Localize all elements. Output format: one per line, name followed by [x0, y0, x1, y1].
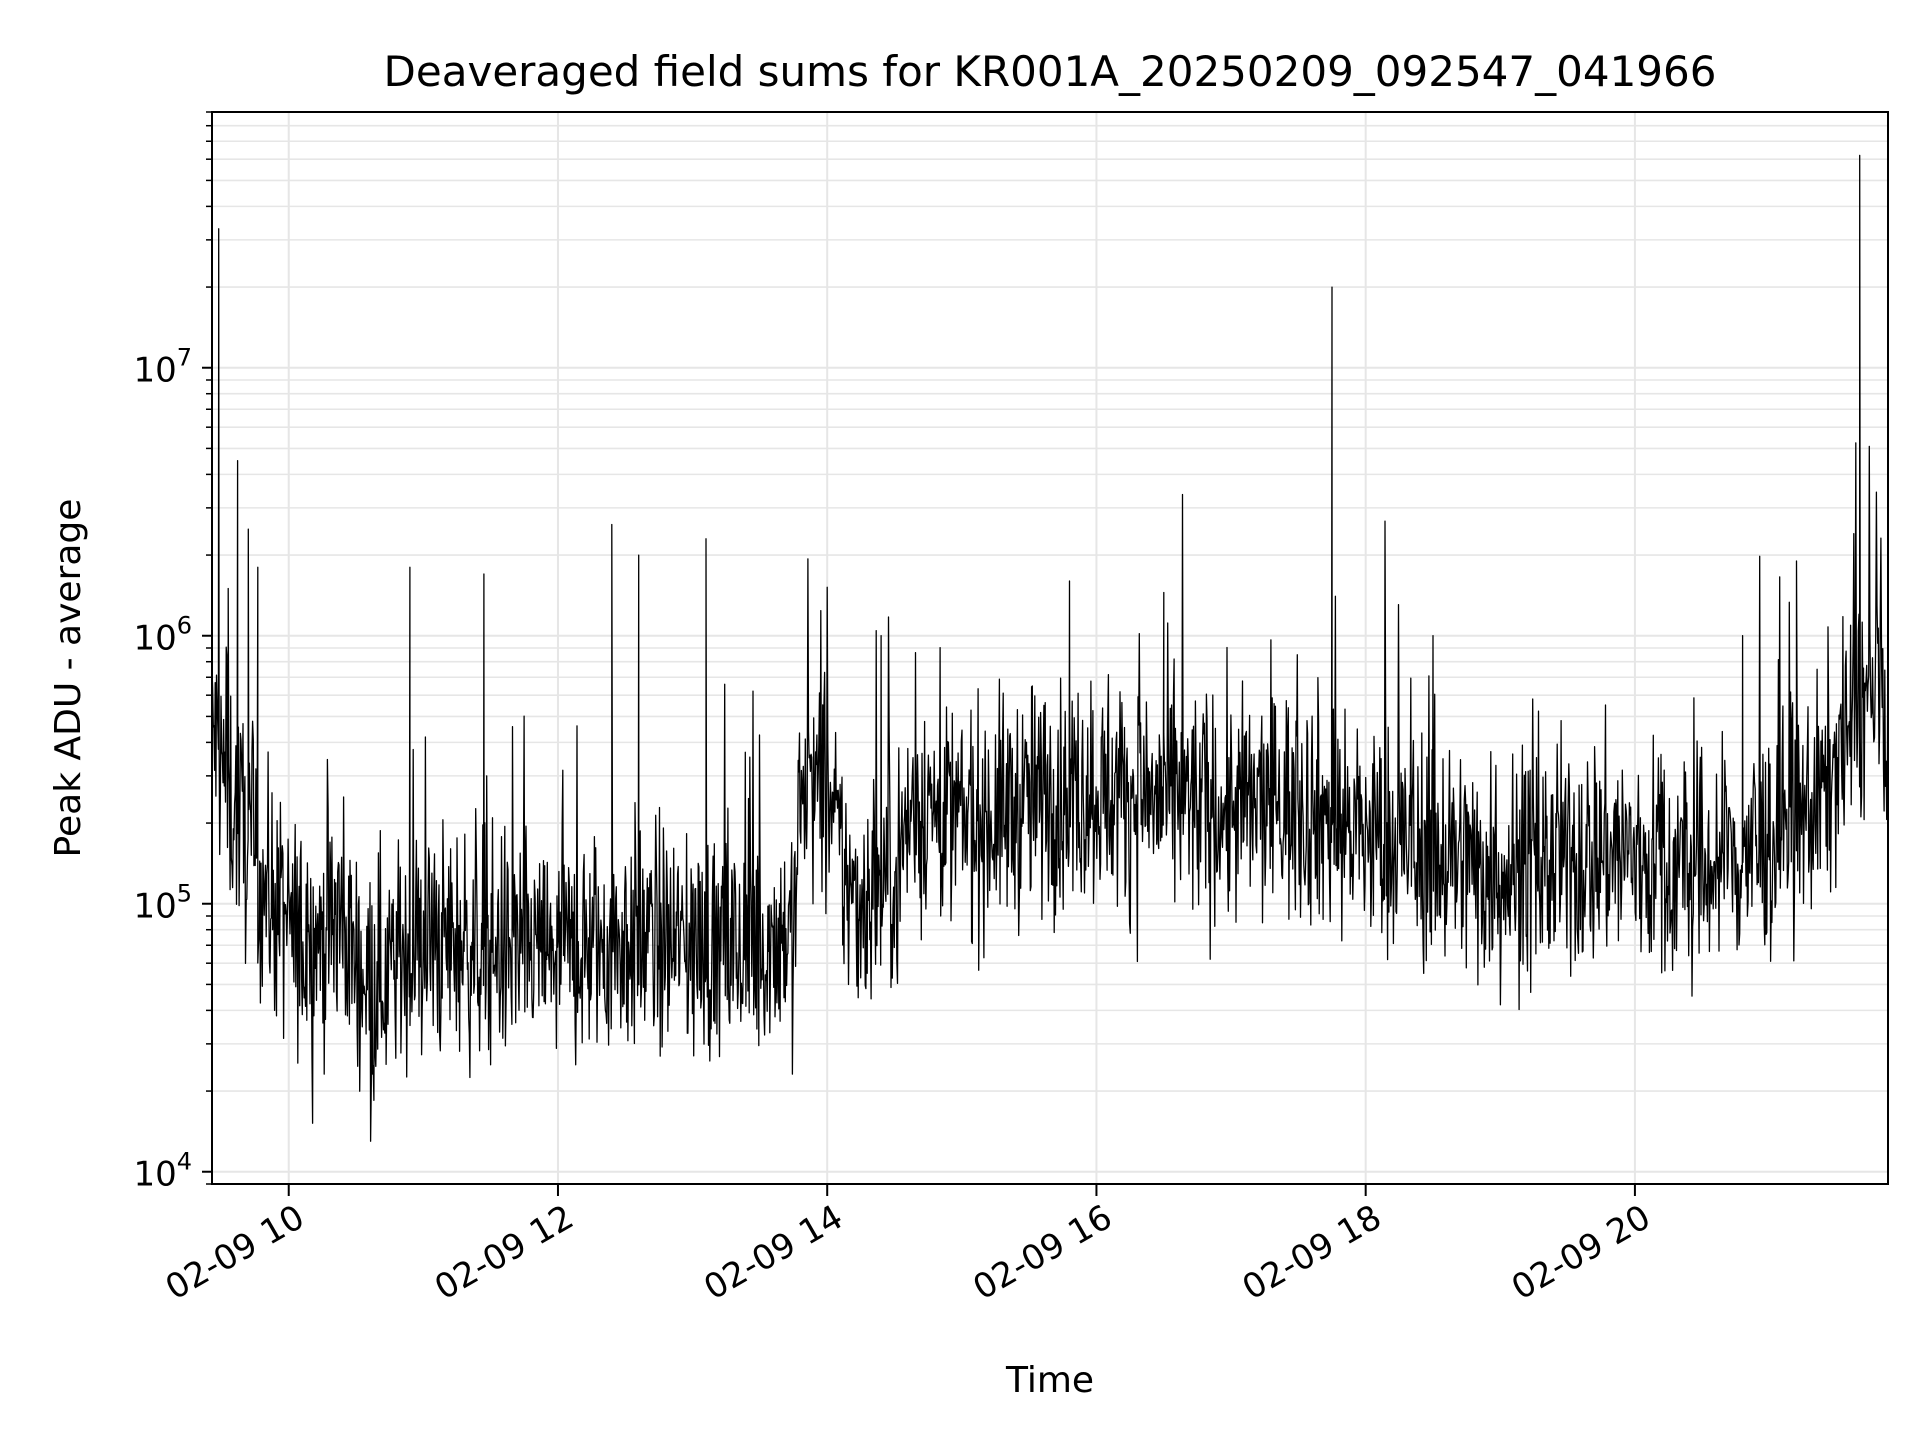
y-tick-label: 105	[133, 880, 192, 927]
y-axis-label: Peak ADU - average	[48, 499, 89, 858]
x-tick-label: 02-09 18	[1236, 1197, 1388, 1308]
x-tick-label: 02-09 12	[428, 1197, 580, 1308]
x-tick-label: 02-09 10	[159, 1197, 311, 1308]
y-tick-label: 104	[133, 1148, 192, 1195]
y-tick-label: 107	[133, 344, 192, 391]
x-tick-label: 02-09 14	[697, 1197, 849, 1308]
x-axis-label: Time	[1005, 1360, 1094, 1401]
chart-title: Deaveraged field sums for KR001A_2025020…	[384, 47, 1717, 96]
data-series	[211, 154, 1889, 1142]
x-tick-label: 02-09 20	[1505, 1197, 1657, 1308]
x-tick-label: 02-09 16	[967, 1197, 1119, 1308]
grid	[212, 111, 1888, 1185]
y-tick-label: 106	[133, 612, 192, 659]
series-line	[211, 154, 1889, 1142]
